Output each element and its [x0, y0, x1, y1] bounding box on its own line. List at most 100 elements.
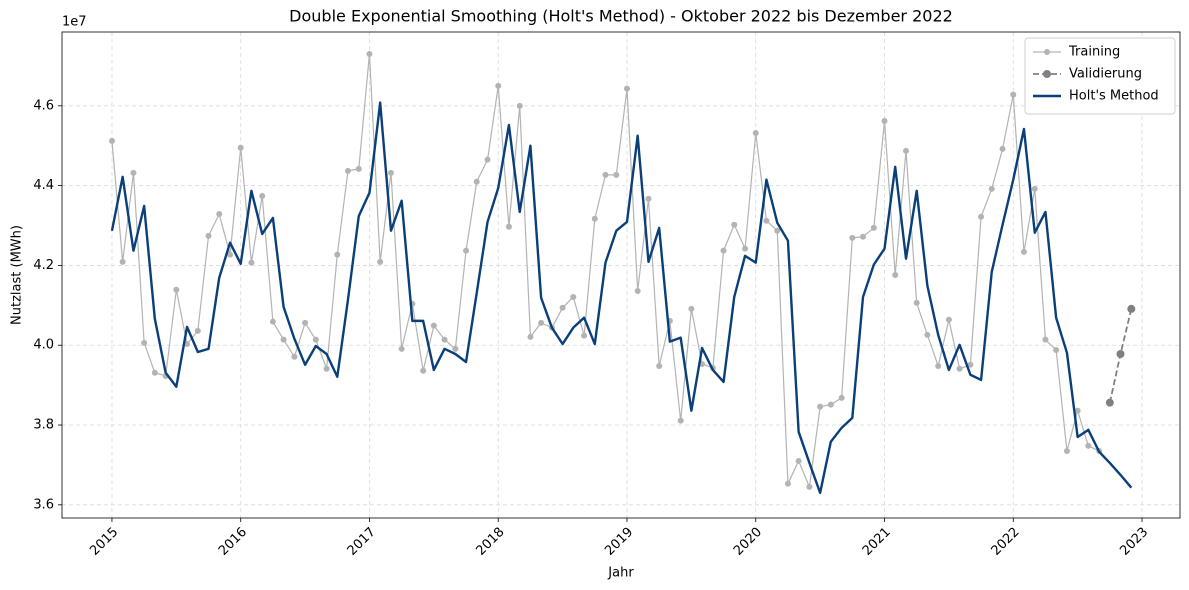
x-tick-label: 2020	[731, 525, 765, 559]
y-tick-label: 4.4	[33, 178, 54, 193]
x-tick-label: 2022	[989, 525, 1023, 559]
data-point	[559, 304, 566, 311]
data-point	[763, 217, 770, 224]
x-tick-label: 2019	[602, 525, 636, 559]
data-point	[516, 102, 523, 109]
data-point	[817, 403, 824, 410]
data-point	[377, 258, 384, 265]
data-point	[656, 362, 663, 369]
data-point	[645, 195, 652, 202]
data-point	[527, 333, 534, 340]
data-point	[731, 221, 738, 228]
data-point	[173, 286, 180, 293]
data-point	[1031, 185, 1038, 192]
data-point	[505, 223, 512, 230]
data-point	[945, 316, 952, 323]
x-tick-label: 2023	[1117, 525, 1151, 559]
data-point	[602, 171, 609, 178]
data-point	[623, 85, 630, 92]
data-point	[1020, 248, 1027, 255]
data-point	[978, 213, 985, 220]
data-point	[903, 147, 910, 154]
data-point	[259, 192, 266, 199]
data-point	[1127, 304, 1136, 313]
data-point	[387, 169, 394, 176]
y-tick-label: 4.2	[33, 258, 54, 273]
data-point	[141, 339, 148, 346]
data-point	[280, 336, 287, 343]
data-point	[988, 185, 995, 192]
data-point	[323, 365, 330, 372]
data-point	[269, 318, 276, 325]
y-tick-label: 4.6	[33, 98, 54, 113]
data-point	[151, 369, 158, 376]
data-point	[688, 305, 695, 312]
data-point	[1074, 407, 1081, 414]
data-point	[752, 129, 759, 136]
data-point	[108, 137, 115, 144]
data-point	[742, 245, 749, 252]
data-point	[366, 50, 373, 57]
data-point	[870, 224, 877, 231]
data-point	[581, 332, 588, 339]
legend-marker	[1044, 49, 1050, 55]
data-point	[473, 178, 480, 185]
data-point	[784, 480, 791, 487]
y-tick-label: 3.6	[33, 497, 54, 512]
data-point	[849, 234, 856, 241]
data-point	[216, 210, 223, 217]
data-point	[291, 353, 298, 360]
data-point	[420, 367, 427, 374]
plot-frame	[61, 31, 1181, 519]
data-point	[570, 293, 577, 300]
data-point	[795, 457, 802, 464]
x-axis-label: Jahr	[607, 566, 634, 581]
data-point	[355, 165, 362, 172]
data-point	[119, 258, 126, 265]
data-point	[302, 319, 309, 326]
data-point	[999, 145, 1006, 152]
data-point	[1116, 350, 1125, 359]
y-tick-label: 4.0	[33, 338, 54, 353]
data-point	[634, 287, 641, 294]
data-point	[1042, 336, 1049, 343]
data-point	[935, 362, 942, 369]
legend-label: Training	[1068, 45, 1120, 60]
data-point	[334, 251, 341, 258]
legend-box	[1024, 37, 1176, 115]
data-point	[720, 247, 727, 254]
legend-label: Validierung	[1069, 67, 1142, 82]
data-point	[677, 417, 684, 424]
data-point	[881, 117, 888, 124]
legend-label: Holt's Method	[1069, 89, 1159, 104]
data-point	[248, 259, 255, 266]
data-point	[924, 331, 931, 338]
data-point	[591, 215, 598, 222]
data-point	[1063, 447, 1070, 454]
data-point	[806, 483, 813, 490]
series-line	[110, 101, 1133, 495]
data-point	[859, 233, 866, 240]
data-point	[913, 299, 920, 306]
data-point	[1010, 91, 1017, 98]
x-tick-label: 2017	[345, 525, 379, 559]
data-point	[892, 272, 899, 278]
data-point	[312, 336, 319, 343]
data-point	[463, 247, 470, 254]
y-offset-text: 1e7	[62, 15, 87, 30]
data-point	[827, 401, 834, 408]
data-point	[227, 251, 234, 258]
data-point	[613, 171, 620, 178]
data-point	[237, 144, 244, 151]
chart-title: Double Exponential Smoothing (Holt's Met…	[289, 7, 953, 26]
y-axis-label: Nutzlast (MWh)	[10, 225, 25, 325]
x-tick-label: 2015	[87, 525, 121, 559]
legend-marker	[1043, 70, 1051, 78]
data-point	[1053, 347, 1060, 354]
data-point	[1105, 398, 1114, 407]
data-point	[441, 336, 448, 343]
data-point	[484, 156, 491, 163]
data-point	[838, 394, 845, 401]
data-point	[967, 361, 974, 368]
